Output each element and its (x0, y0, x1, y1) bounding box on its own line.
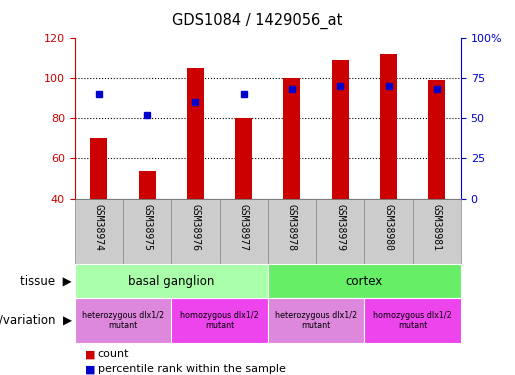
Text: tissue  ▶: tissue ▶ (21, 275, 72, 288)
Bar (139, 171, 156, 199)
Bar (332, 60, 349, 199)
Text: GSM38977: GSM38977 (238, 204, 249, 251)
Bar (268, 199, 316, 264)
Text: homozygous dlx1/2
mutant: homozygous dlx1/2 mutant (180, 311, 259, 330)
Text: ■: ■ (85, 364, 95, 374)
Bar (90, 138, 107, 199)
Bar (235, 118, 252, 199)
Text: basal ganglion: basal ganglion (128, 275, 214, 288)
Text: percentile rank within the sample: percentile rank within the sample (98, 364, 286, 374)
Text: ■: ■ (85, 350, 95, 359)
Text: GSM38979: GSM38979 (335, 204, 345, 251)
Text: heterozygous dlx1/2
mutant: heterozygous dlx1/2 mutant (275, 311, 357, 330)
Bar (171, 298, 268, 343)
Bar (283, 78, 300, 199)
Bar (75, 264, 268, 298)
Text: genotype/variation  ▶: genotype/variation ▶ (0, 314, 72, 327)
Text: GSM38980: GSM38980 (384, 204, 393, 251)
Bar (75, 199, 123, 264)
Bar (171, 199, 219, 264)
Bar (428, 80, 445, 199)
Text: GSM38975: GSM38975 (142, 204, 152, 251)
Bar (219, 199, 268, 264)
Bar (75, 298, 171, 343)
Bar (187, 68, 204, 199)
Bar (413, 199, 461, 264)
Text: homozygous dlx1/2
mutant: homozygous dlx1/2 mutant (373, 311, 452, 330)
Text: GSM38978: GSM38978 (287, 204, 297, 251)
Bar (123, 199, 171, 264)
Text: count: count (98, 350, 129, 359)
Bar (365, 199, 413, 264)
Text: cortex: cortex (346, 275, 383, 288)
Bar (316, 199, 365, 264)
Bar (365, 298, 461, 343)
Text: GSM38981: GSM38981 (432, 204, 442, 251)
Bar (268, 264, 461, 298)
Bar (380, 54, 397, 199)
Text: GDS1084 / 1429056_at: GDS1084 / 1429056_at (173, 13, 342, 29)
Bar (268, 298, 365, 343)
Text: GSM38976: GSM38976 (191, 204, 200, 251)
Text: heterozygous dlx1/2
mutant: heterozygous dlx1/2 mutant (82, 311, 164, 330)
Text: GSM38974: GSM38974 (94, 204, 104, 251)
